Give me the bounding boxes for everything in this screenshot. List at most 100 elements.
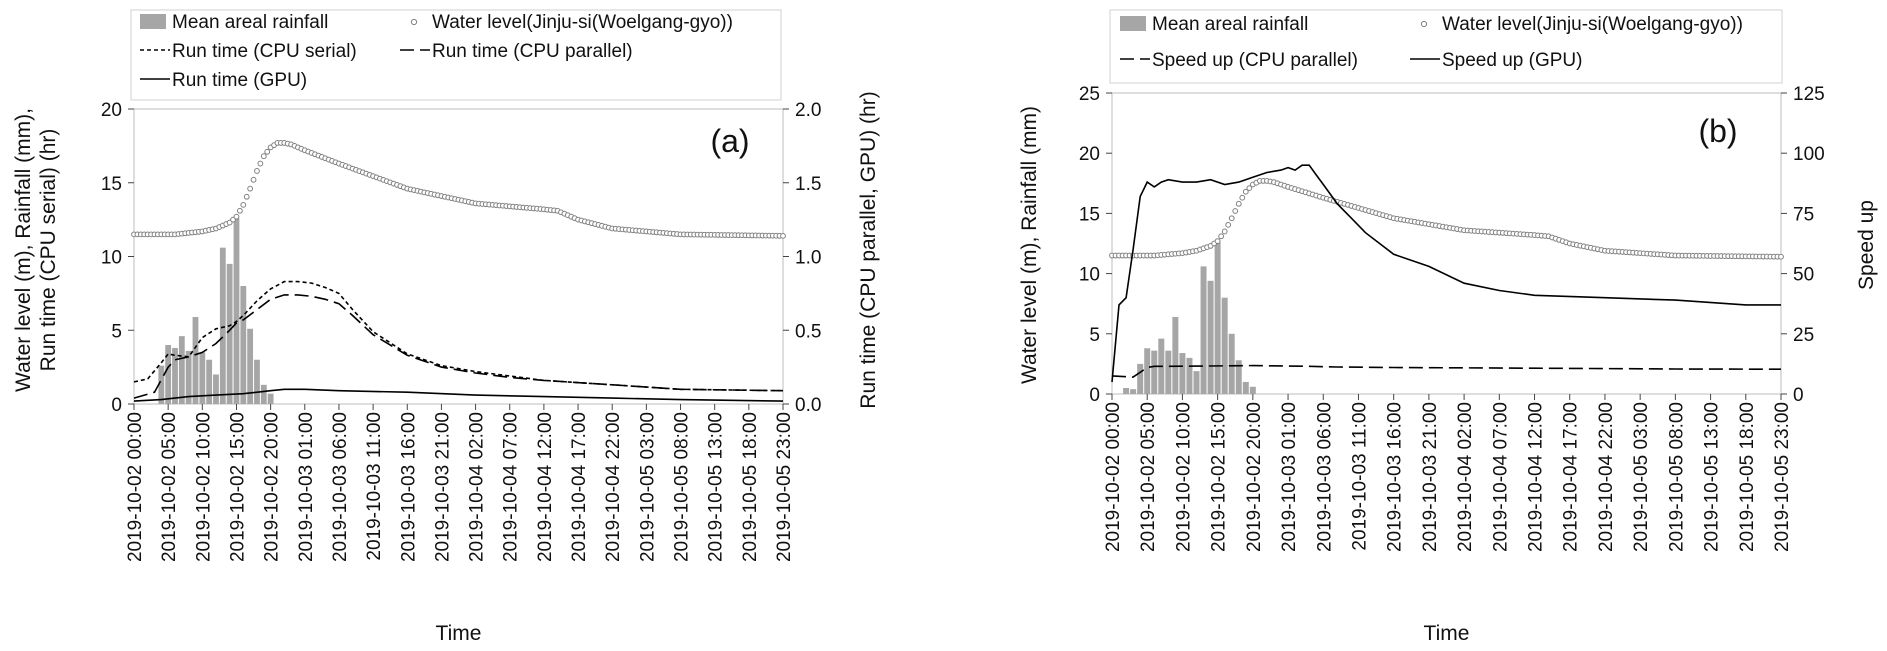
x-tick-label: 2019-10-02 05:00 — [159, 412, 180, 562]
x-tick-label: 2019-10-02 15:00 — [1209, 402, 1230, 552]
y-tick-label: 25 — [1079, 84, 1100, 105]
rainfall-bar — [1228, 333, 1235, 394]
legend: Mean areal rainfall Water level(Jinju-si(… — [130, 9, 782, 101]
x-tick-label: 2019-10-03 16:00 — [398, 412, 419, 562]
water-level-point — [1246, 185, 1253, 192]
x-tick-label: 2019-10-02 20:00 — [1244, 402, 1265, 552]
rainfall-bar — [1221, 297, 1228, 394]
x-tick-label: 2019-10-04 22:00 — [1596, 402, 1617, 552]
water-level-point — [264, 148, 271, 155]
y-tick-label: 0 — [111, 395, 122, 416]
rainfall-bar — [185, 350, 192, 404]
y-right-tick-label: 1.0 — [795, 248, 821, 269]
y-tick-label: 5 — [1089, 325, 1100, 346]
x-tick-label: 2019-10-03 21:00 — [432, 412, 453, 562]
water-level-point — [254, 168, 260, 174]
x-tick-label: 2019-10-03 21:00 — [1420, 402, 1441, 552]
x-tick-label: 2019-10-02 00:00 — [125, 412, 146, 562]
legend-entry: Run time (CPU parallel) — [432, 41, 633, 62]
rainfall-bar — [1151, 350, 1158, 394]
water-level-point — [1214, 238, 1221, 244]
y-tick-label: 20 — [101, 100, 122, 121]
rainfall-bar — [1193, 371, 1200, 394]
rainfall-bar — [260, 384, 267, 404]
legend-box — [130, 9, 782, 101]
x-tick-label: 2019-10-02 20:00 — [262, 412, 283, 562]
panel-label: (b) — [1698, 113, 1737, 149]
rainfall-bar — [1165, 350, 1172, 394]
y-tick-label: 10 — [101, 248, 122, 269]
y-right-axis-label: Run time (CPU parallel, GPU) (hr) — [857, 91, 880, 408]
rainfall-bar — [219, 247, 226, 404]
x-tick-label: 2019-10-03 06:00 — [1314, 402, 1335, 552]
water-level-point — [780, 232, 786, 239]
legend-swatch — [1420, 20, 1428, 28]
rainfall-bar — [1144, 348, 1151, 394]
rainfall-bar — [158, 365, 165, 404]
speed-up-cpu-parallel-line — [1111, 364, 1782, 378]
plot-area — [1111, 92, 1782, 395]
run-time-cpu-parallel-line — [133, 294, 784, 399]
x-tick-label: 2019-10-03 16:00 — [1385, 402, 1406, 552]
water-level-point — [260, 153, 267, 160]
x-tick-label: 2019-10-02 05:00 — [1138, 402, 1159, 552]
run-time-gpu-line — [133, 388, 784, 402]
legend-entry: Mean areal rainfall — [1152, 14, 1308, 35]
x-tick-label: 2019-10-05 08:00 — [1666, 402, 1687, 552]
rainfall-bar — [1207, 280, 1214, 394]
water-level-point — [1232, 208, 1239, 214]
water-level-point — [233, 213, 240, 220]
water-level-point — [250, 176, 257, 183]
x-tick-label: 2019-10-05 23:00 — [774, 412, 795, 562]
y-axis-label: Water level (m), Rainfall (mm) — [1018, 106, 1041, 384]
rainfall-bar — [226, 263, 233, 404]
rainfall-bar — [1179, 353, 1186, 394]
legend: Mean areal rainfall Water level(Jinju-si(… — [1109, 9, 1783, 84]
rainfall-bar — [1200, 266, 1207, 394]
water-level-point — [1225, 221, 1232, 228]
y-tick-label: 10 — [1079, 265, 1100, 286]
y-tick-label: 0 — [1089, 385, 1100, 406]
x-tick-label: 2019-10-04 07:00 — [501, 412, 522, 562]
rainfall-bar — [1137, 363, 1144, 394]
rainfall-bar — [213, 374, 219, 404]
x-tick-label: 2019-10-02 10:00 — [1173, 402, 1194, 552]
rainfall-bar — [1235, 360, 1242, 394]
x-tick-label: 2019-10-04 17:00 — [569, 412, 590, 562]
legend-entry: Run time (GPU) — [172, 70, 307, 91]
rainfall-bar — [233, 218, 240, 404]
water-level-point — [1778, 253, 1784, 260]
x-tick-label: 2019-10-04 02:00 — [1455, 402, 1476, 552]
y-tick-label: 5 — [111, 321, 122, 342]
x-tick-label: 2019-10-05 18:00 — [740, 412, 761, 562]
y-right-tick-label: 1.5 — [795, 174, 821, 195]
y-right-tick-label: 0 — [1793, 385, 1804, 406]
x-tick-label: 2019-10-03 11:00 — [1349, 402, 1370, 551]
water-level-point — [236, 207, 243, 214]
rainfall-bar — [165, 345, 172, 404]
water-level-series — [1109, 177, 1784, 260]
water-level-point — [1218, 233, 1225, 240]
water-level-point — [243, 193, 250, 200]
rainfall-bar — [199, 352, 206, 404]
water-level-series — [131, 140, 786, 239]
rainfall-bar — [1186, 357, 1193, 394]
x-tick-label: 2019-10-02 00:00 — [1103, 402, 1124, 552]
legend-entry: Speed up (CPU parallel) — [1152, 50, 1358, 71]
x-tick-label: 2019-10-04 07:00 — [1490, 402, 1511, 552]
x-tick-label: 2019-10-05 03:00 — [1631, 402, 1652, 552]
run-time-cpu-serial-line — [133, 280, 784, 392]
legend-swatch — [1120, 16, 1146, 31]
legend-entry: Water level(Jinju-si(Woelgang-gyo)) — [1442, 14, 1743, 35]
chart-panel-a: 0 5 10 15 20 0.0 0.5 1.0 1.5 2.0 2019-10-02 00:00 2… — [12, 9, 880, 645]
x-axis-label: Time — [1424, 622, 1470, 645]
x-tick-label: 2019-10-05 13:00 — [706, 412, 727, 562]
y-right-tick-label: 0.5 — [795, 321, 821, 342]
y-right-axis-label: Speed up — [1855, 200, 1878, 290]
rainfall-bar — [172, 347, 178, 404]
water-level-point — [1239, 194, 1246, 201]
x-tick-label: 2019-10-03 01:00 — [296, 412, 317, 562]
y-right-tick-label: 0.0 — [795, 395, 821, 416]
water-level-point — [257, 160, 264, 167]
